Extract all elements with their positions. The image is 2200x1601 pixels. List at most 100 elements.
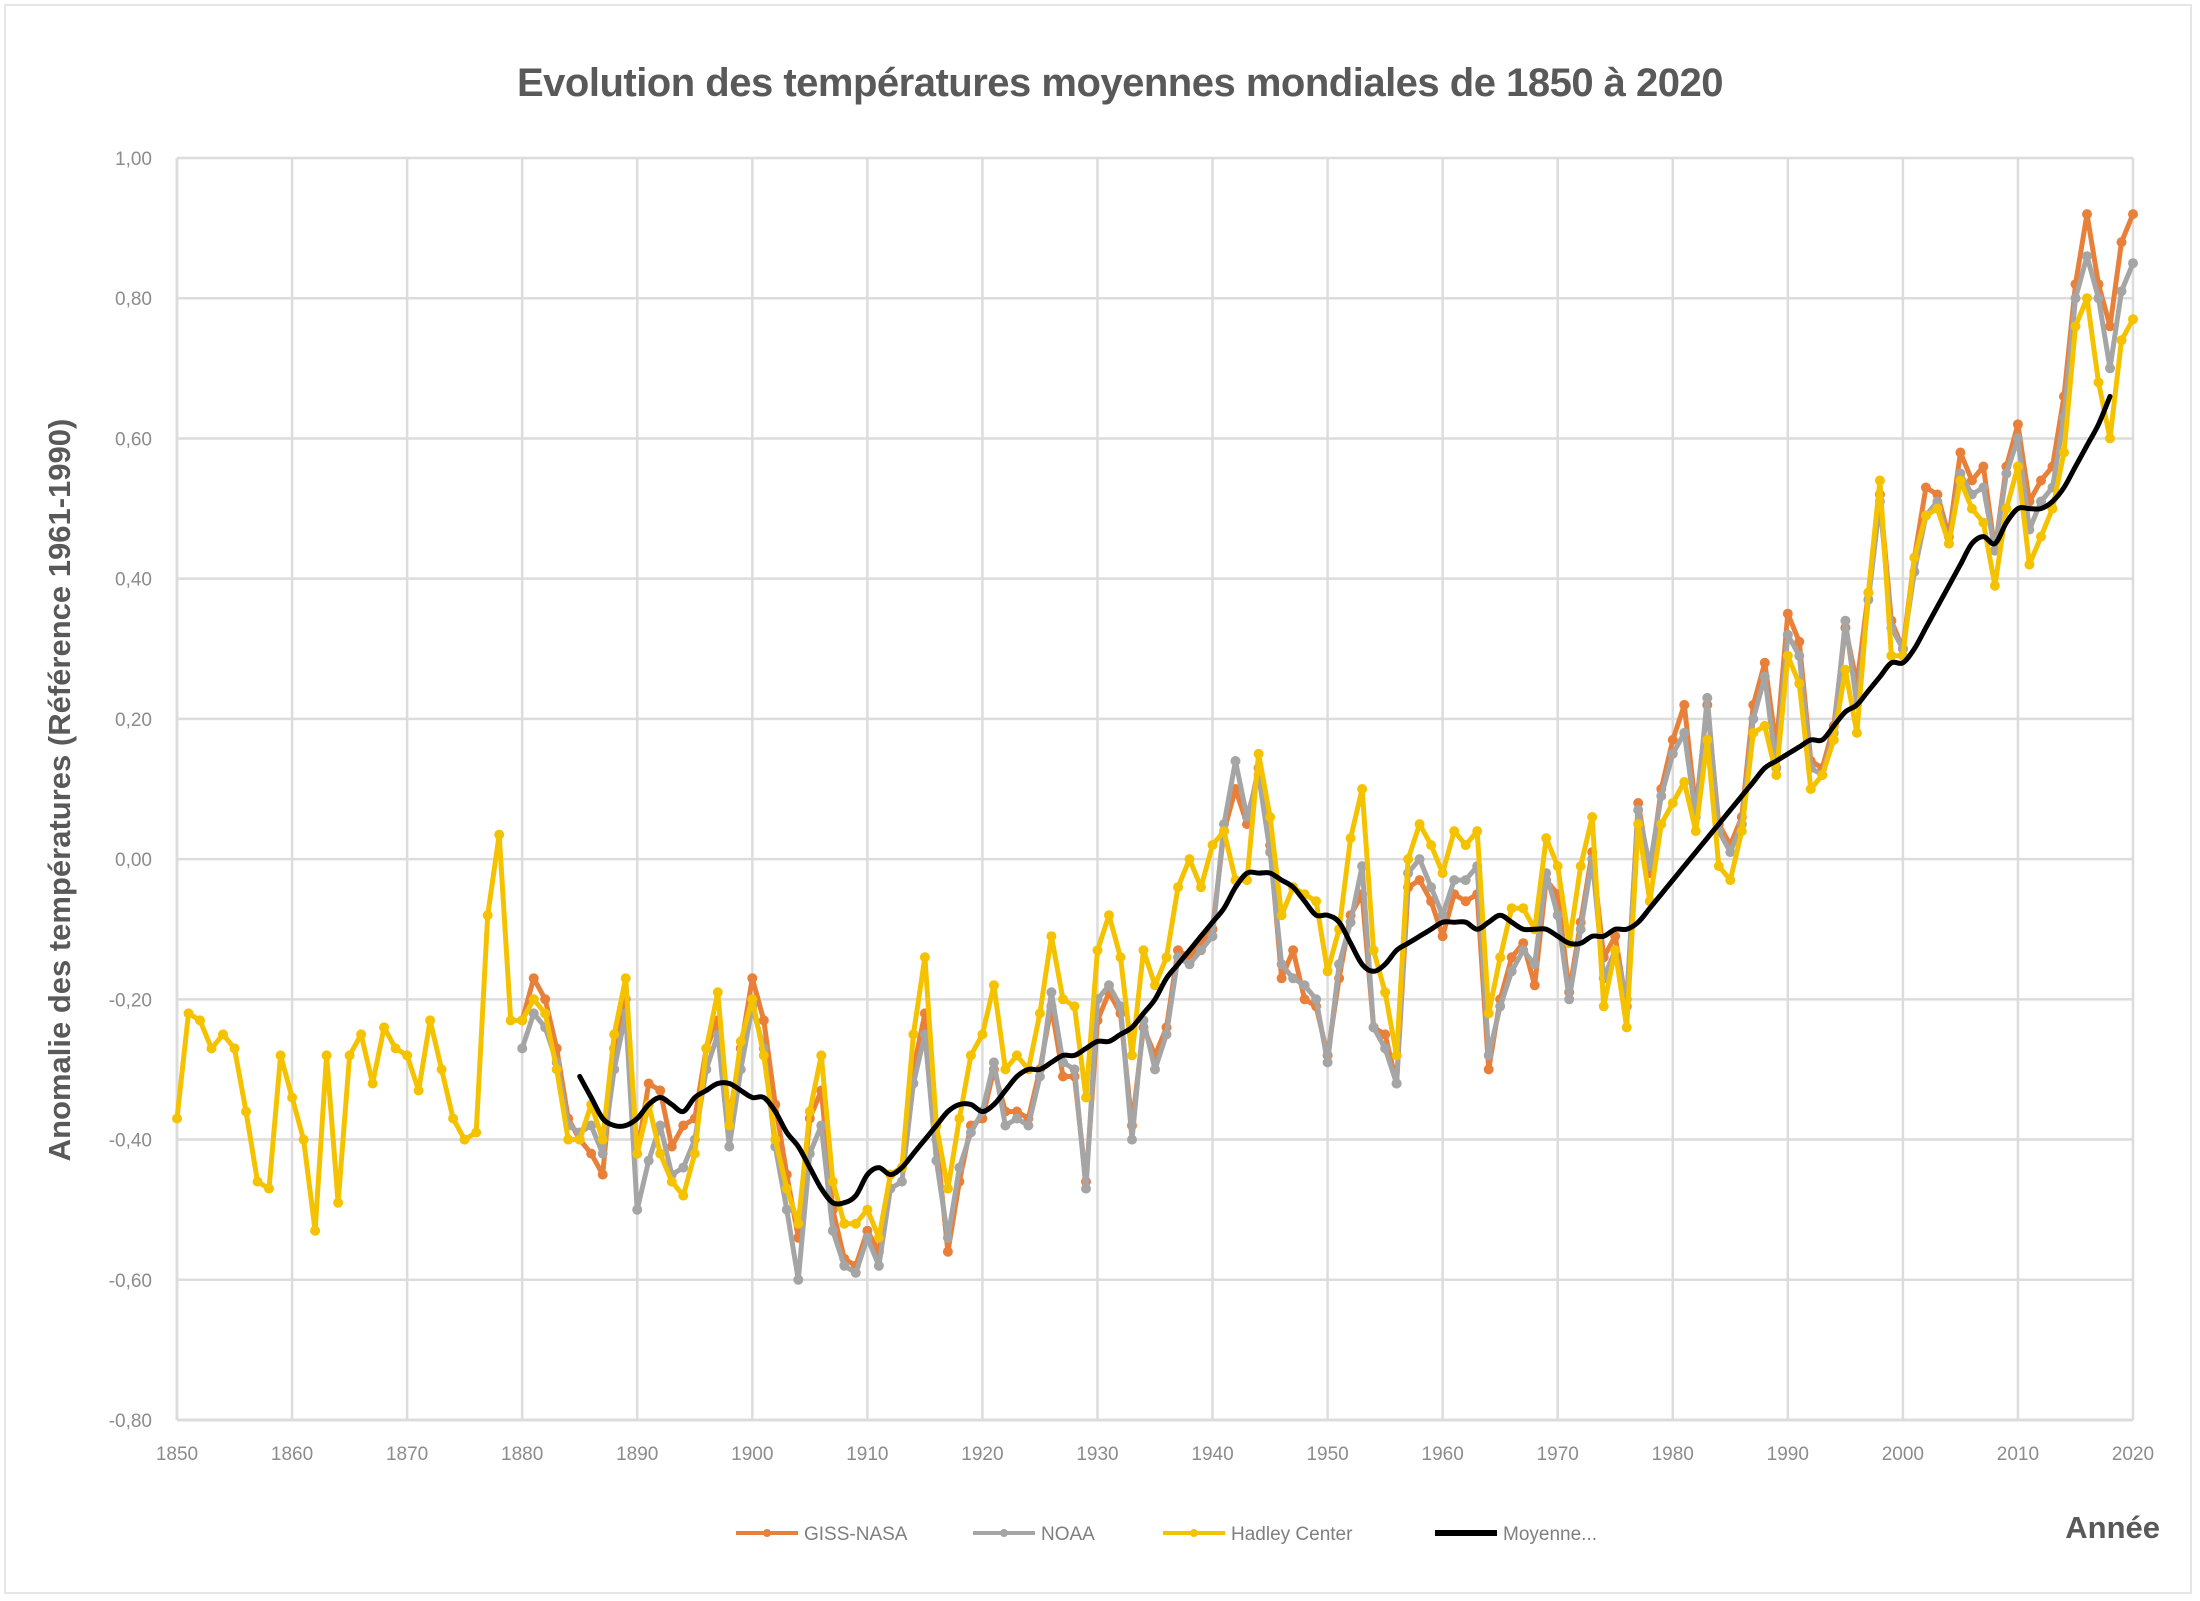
data-point [1782, 650, 1793, 661]
data-point [540, 994, 551, 1005]
data-point [471, 1127, 482, 1138]
y-tick-label: 0,00 [115, 850, 152, 871]
data-point [1414, 875, 1425, 886]
data-point [758, 1015, 769, 1026]
data-point [448, 1113, 459, 1124]
data-point [172, 1113, 182, 1124]
legend-item: Moyenne... [1435, 1524, 1597, 1545]
x-tick-label: 1910 [846, 1444, 888, 1465]
data-point [1403, 854, 1414, 865]
legend-item: GISS-NASA [736, 1524, 908, 1545]
x-axis-ticks: 1850 1860 1870 1880 1890 1900 1910 1920 1930 1940… [156, 1444, 2154, 1465]
data-point [1058, 994, 1068, 1005]
data-point [1196, 945, 1206, 956]
y-tick-label: -0,80 [109, 1411, 152, 1432]
data-point [1575, 924, 1586, 935]
data-point [816, 1120, 827, 1131]
data-point [1633, 819, 1644, 830]
data-point [1621, 1022, 1632, 1033]
data-point [1173, 945, 1183, 956]
data-point [793, 1274, 804, 1285]
data-point [2093, 377, 2104, 388]
data-point [862, 1225, 873, 1236]
data-point [1115, 1001, 1126, 1012]
data-point [1173, 882, 1183, 893]
data-point [528, 1008, 539, 1019]
data-point [379, 1022, 390, 1033]
data-point [1011, 1106, 1022, 1117]
y-tick-label: -0,40 [109, 1131, 152, 1152]
data-point [931, 1155, 942, 1166]
data-point [862, 1232, 873, 1243]
data-point [724, 1141, 735, 1152]
data-point [781, 1204, 792, 1215]
x-tick-label: 1960 [1422, 1444, 1464, 1465]
data-point [2116, 237, 2127, 248]
data-point [816, 1050, 827, 1061]
y-tick-label: -0,60 [109, 1271, 152, 1292]
data-point [218, 1029, 228, 1040]
data-point [425, 1015, 436, 1026]
data-point [632, 1204, 643, 1215]
data-point [241, 1106, 251, 1117]
data-point [1633, 798, 1644, 808]
data-point [1495, 952, 1506, 963]
x-tick-label: 2000 [1882, 1444, 1924, 1465]
data-point [1725, 875, 1736, 886]
data-point [1034, 1071, 1045, 1082]
data-point [1219, 826, 1229, 837]
data-point [988, 980, 999, 991]
data-point [1679, 727, 1690, 738]
data-point [1966, 475, 1977, 486]
y-tick-label: 0,40 [115, 570, 152, 591]
data-point [2128, 314, 2138, 325]
data-point [1311, 994, 1322, 1005]
data-point [1851, 727, 1862, 738]
data-point [528, 973, 539, 984]
data-point [655, 1120, 666, 1131]
data-point [1460, 896, 1471, 907]
data-point [1955, 468, 1966, 479]
data-point [678, 1190, 689, 1201]
x-tick-label: 1950 [1306, 1444, 1348, 1465]
data-point [1690, 826, 1701, 837]
data-point [1253, 748, 1264, 759]
data-point [827, 1225, 838, 1236]
data-point [1932, 489, 1943, 500]
data-point [2105, 433, 2115, 444]
data-point [1782, 629, 1793, 640]
data-point [632, 1148, 643, 1159]
data-point [701, 1043, 712, 1054]
data-point [1414, 819, 1425, 830]
data-point [2036, 496, 2046, 507]
data-point [1587, 812, 1598, 822]
x-tick-label: 1930 [1076, 1444, 1118, 1465]
data-point [1011, 1050, 1022, 1061]
data-point [402, 1050, 413, 1061]
data-point [1932, 496, 1943, 507]
data-point [356, 1029, 367, 1040]
x-axis-label: Année [2065, 1510, 2160, 1545]
data-point [942, 1246, 953, 1257]
data-point [206, 1043, 217, 1054]
data-point [620, 973, 631, 984]
data-point [609, 1029, 620, 1040]
data-point [1426, 840, 1437, 851]
data-point [666, 1176, 677, 1187]
data-point [1610, 931, 1621, 942]
y-tick-label: 1,00 [115, 149, 152, 170]
data-point [1529, 959, 1540, 970]
data-point [827, 1176, 838, 1187]
data-point [1092, 945, 1103, 956]
data-point [597, 1148, 608, 1159]
data-point [586, 1120, 597, 1131]
data-point [1034, 1008, 1045, 1019]
data-point [1794, 636, 1805, 647]
data-point [689, 1148, 700, 1159]
data-point [2012, 433, 2023, 444]
data-point [2082, 209, 2092, 220]
data-point [2059, 447, 2069, 458]
data-point [1000, 1064, 1011, 1075]
data-point [1782, 608, 1793, 619]
